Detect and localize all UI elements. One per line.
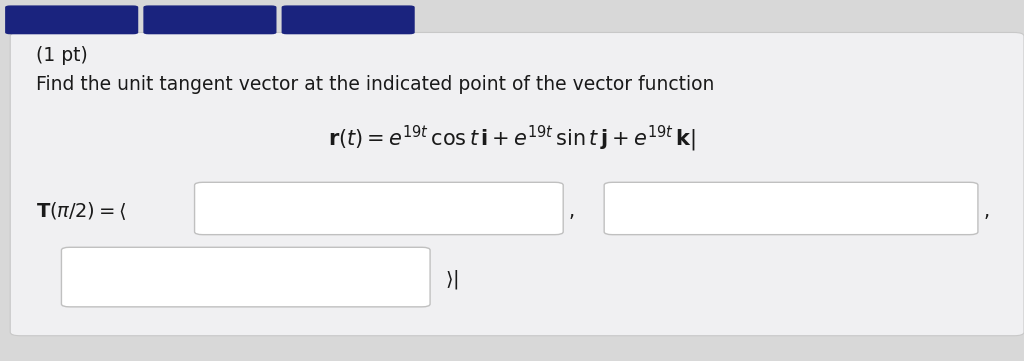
FancyBboxPatch shape <box>5 5 138 34</box>
Text: $\mathbf{T}(\pi/2) = \langle$: $\mathbf{T}(\pi/2) = \langle$ <box>36 200 126 222</box>
Text: (1 pt): (1 pt) <box>36 47 88 65</box>
FancyBboxPatch shape <box>282 5 415 34</box>
Text: Find the unit tangent vector at the indicated point of the vector function: Find the unit tangent vector at the indi… <box>36 75 714 94</box>
FancyBboxPatch shape <box>143 5 276 34</box>
Text: $\rangle$$|$: $\rangle$$|$ <box>445 268 459 291</box>
FancyBboxPatch shape <box>10 32 1024 336</box>
Text: ,: , <box>568 202 574 221</box>
Text: $\mathbf{r}(t) = e^{19t}\,\mathrm{cos}\,t\,\mathbf{i} + e^{19t}\,\mathrm{sin}\,t: $\mathbf{r}(t) = e^{19t}\,\mathrm{cos}\,… <box>329 124 695 154</box>
Text: ,: , <box>983 202 989 221</box>
FancyBboxPatch shape <box>61 247 430 307</box>
FancyBboxPatch shape <box>195 182 563 235</box>
FancyBboxPatch shape <box>604 182 978 235</box>
